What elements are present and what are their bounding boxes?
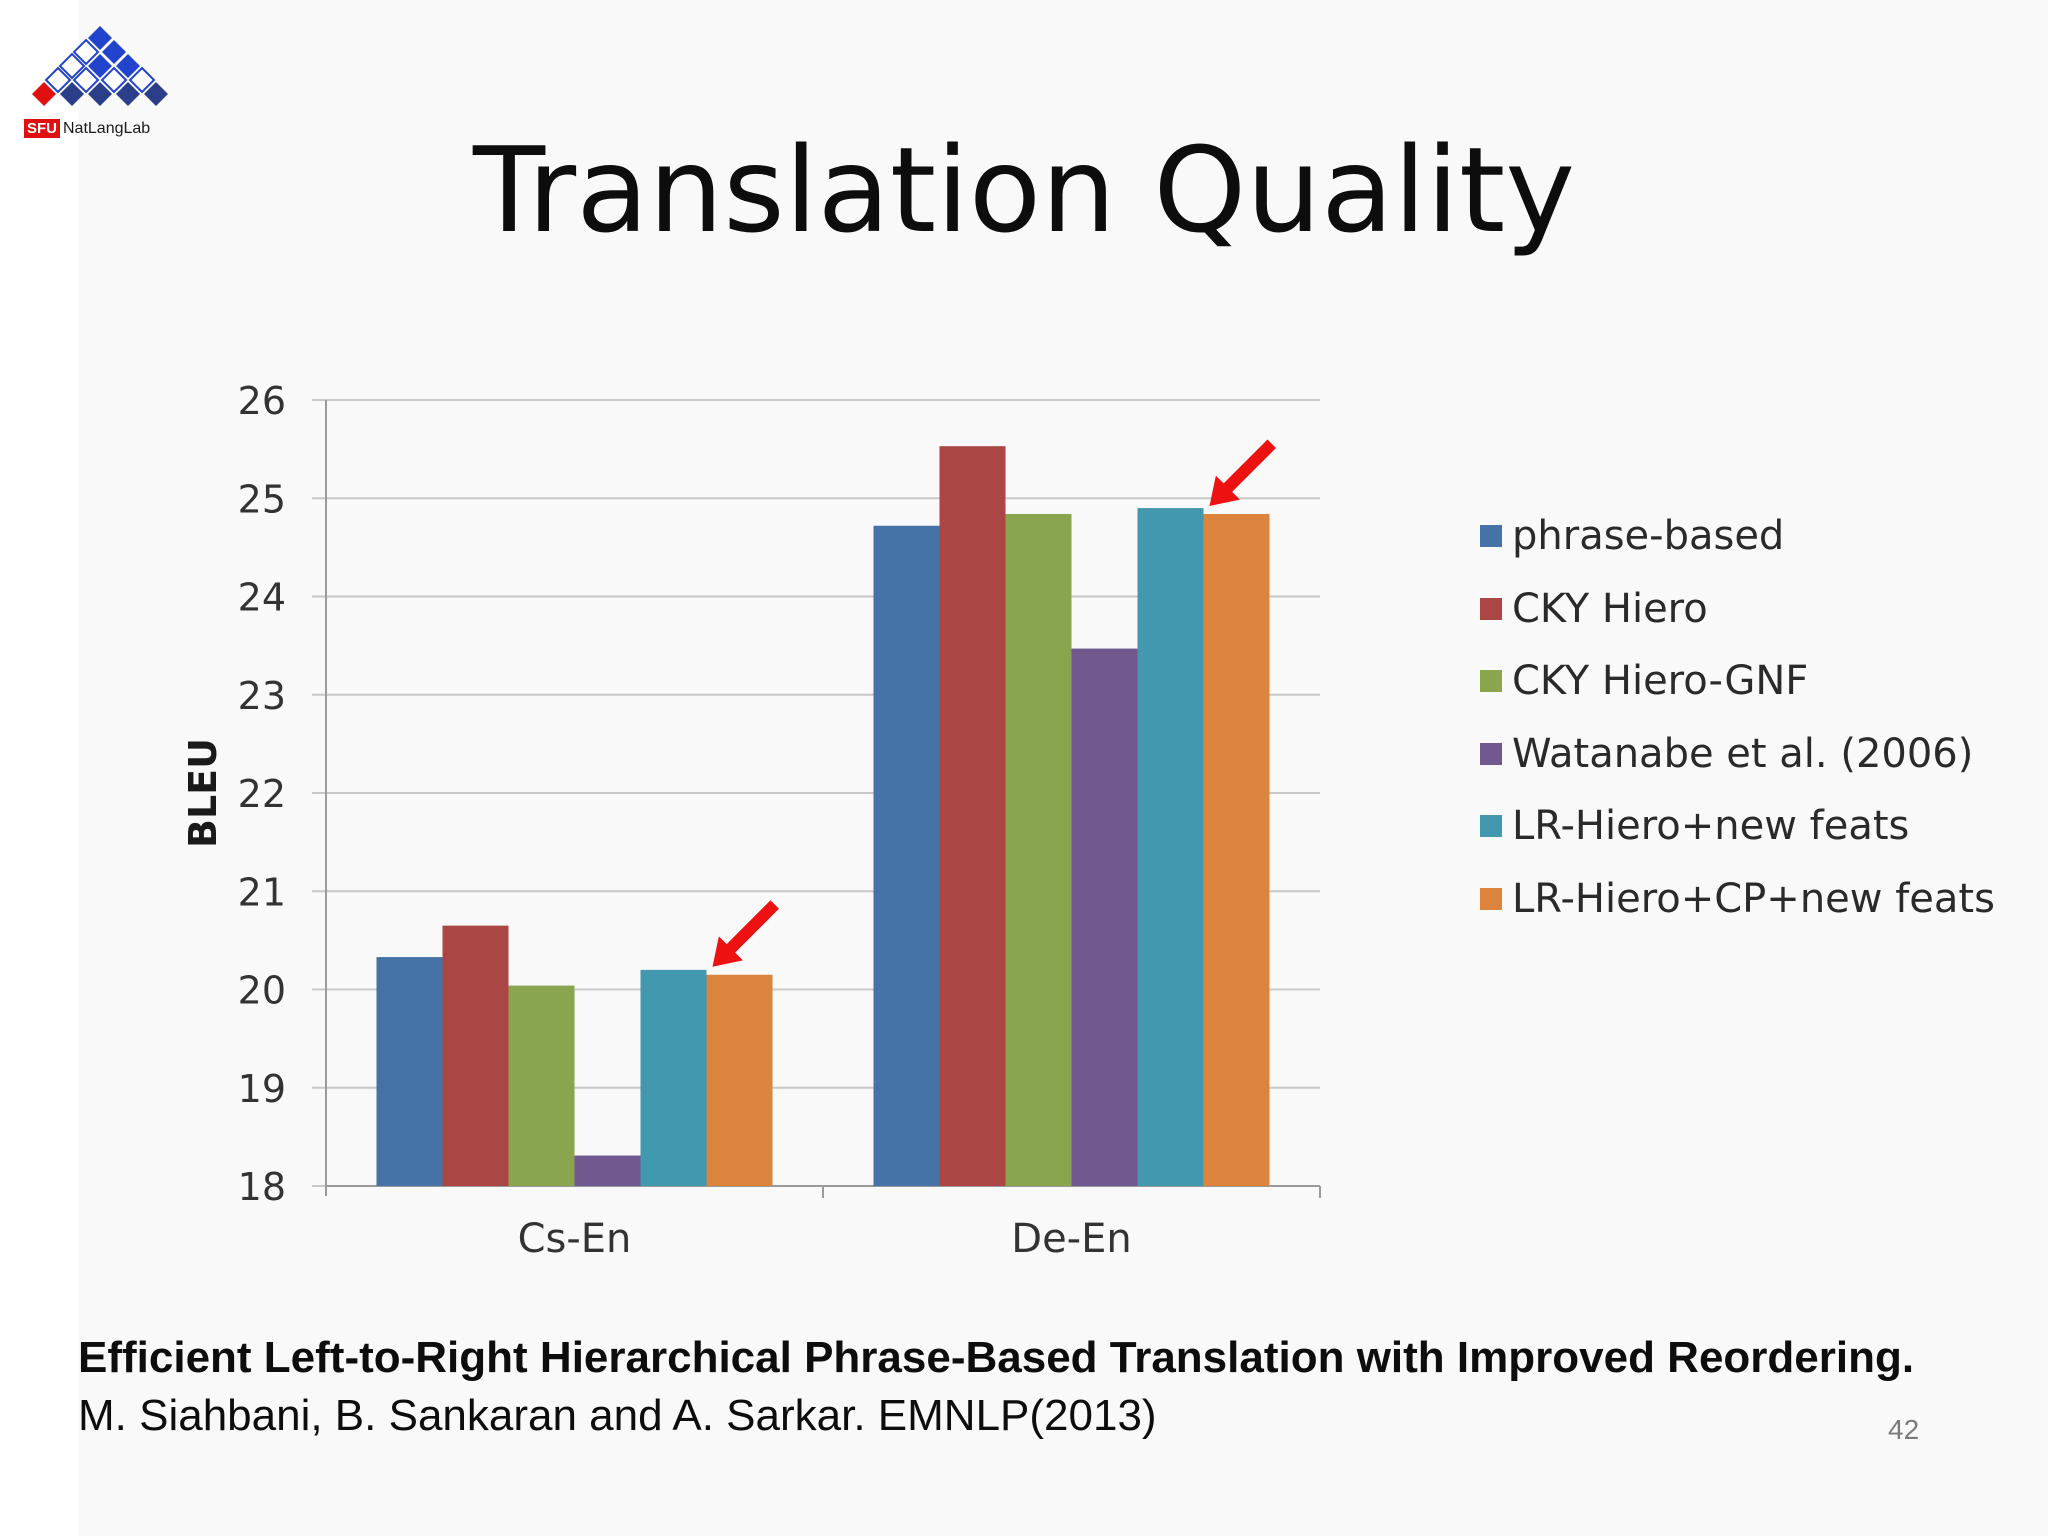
legend-item: CKY Hiero	[1480, 585, 1708, 632]
legend-swatch	[1480, 815, 1502, 837]
bar	[640, 969, 707, 1186]
legend-swatch	[1480, 525, 1502, 547]
bar	[442, 925, 509, 1186]
legend-item: Watanabe et al. (2006)	[1480, 730, 1974, 777]
bar	[1005, 513, 1072, 1186]
y-tick-label: 19	[238, 1067, 286, 1111]
y-axis-title: BLEU	[181, 738, 225, 848]
slide-title: Translation Quality	[472, 121, 1576, 259]
x-tick-label: Cs-En	[518, 1216, 632, 1262]
legend-label: LR-Hiero+new feats	[1512, 803, 1910, 849]
bar	[574, 1155, 641, 1186]
y-tick-label: 18	[238, 1165, 286, 1209]
bar	[508, 985, 575, 1186]
bar	[1071, 648, 1138, 1186]
legend-swatch	[1480, 597, 1502, 620]
logo-wordmark: SFU NatLangLab	[24, 118, 150, 138]
sfu-natlanglab-logo	[32, 26, 168, 106]
legend-swatch	[1480, 670, 1502, 692]
bleu-bar-chart: 18 19 20 21 22 23 24 25 26 BLEU Cs-En De-En phrase-…	[150, 360, 1995, 1320]
bar	[376, 957, 443, 1186]
y-tick-label: 22	[238, 772, 286, 816]
legend-item: LR-Hiero+new feats	[1480, 803, 1910, 849]
y-tick-label: 23	[238, 674, 286, 718]
legend-swatch	[1480, 887, 1502, 910]
legend-label: CKY Hiero-GNF	[1512, 658, 1809, 704]
chart-plot-area: 18 19 20 21 22 23 24 25 26 BLEU Cs-En De-En	[181, 379, 1321, 1262]
y-tick-label: 20	[238, 969, 286, 1013]
legend-swatch	[1480, 742, 1502, 765]
y-tick-label: 24	[238, 576, 286, 620]
legend-item: phrase-based	[1480, 513, 1785, 559]
legend-item: LR-Hiero+CP+new feats	[1480, 875, 1995, 922]
bar	[939, 446, 1006, 1186]
legend-item: CKY Hiero-GNF	[1480, 658, 1809, 704]
y-tick-label: 21	[238, 870, 286, 914]
bar	[1203, 513, 1270, 1186]
logo-sfu-text: SFU	[24, 118, 60, 138]
y-tick-label: 25	[238, 477, 286, 521]
legend-label: Watanabe et al. (2006)	[1512, 730, 1974, 777]
legend-label: LR-Hiero+CP+new feats	[1512, 875, 1995, 922]
highlight-arrow	[1209, 439, 1276, 506]
legend-label: CKY Hiero	[1512, 585, 1708, 632]
bar	[706, 974, 773, 1186]
bar	[1137, 508, 1204, 1186]
legend-label: phrase-based	[1512, 513, 1785, 559]
citation: Efficient Left-to-Right Hierarchical Phr…	[78, 1330, 1978, 1446]
x-tick-label: De-En	[1011, 1216, 1131, 1262]
citation-authors: M. Siahbani, B. Sankaran and A. Sarkar. …	[78, 1391, 1157, 1440]
citation-title: Efficient Left-to-Right Hierarchical Phr…	[78, 1333, 1915, 1382]
bar	[873, 525, 940, 1186]
y-tick-label: 26	[238, 379, 286, 423]
page-number: 42	[1888, 1414, 1920, 1445]
highlight-arrow	[712, 900, 779, 967]
logo-lab-text: NatLangLab	[63, 119, 151, 137]
